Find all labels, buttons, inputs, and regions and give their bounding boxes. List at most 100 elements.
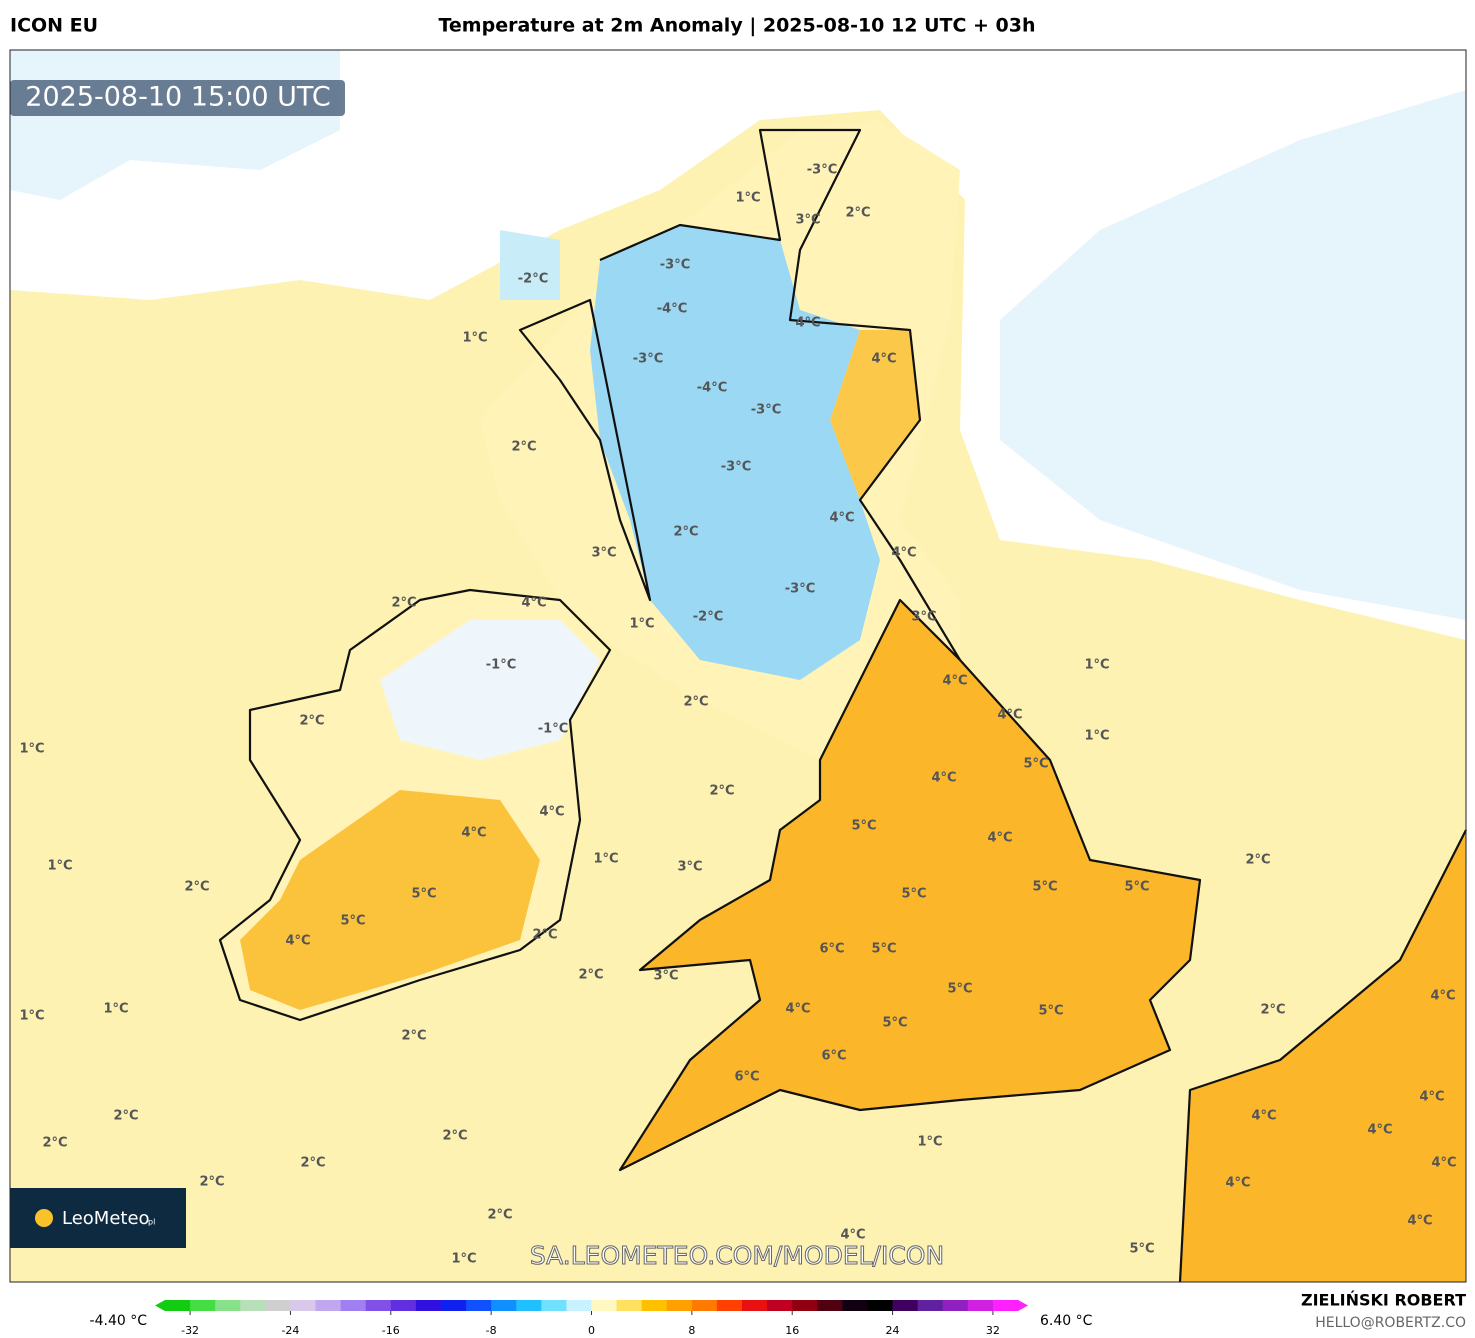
- anomaly-label: 5°C: [340, 914, 365, 929]
- colorbar-swatch: [867, 1300, 894, 1311]
- anomaly-label: 5°C: [851, 819, 876, 834]
- anomaly-label: 2°C: [442, 1129, 467, 1144]
- anomaly-label: 2°C: [1260, 1003, 1285, 1018]
- anomaly-label: 2°C: [487, 1208, 512, 1223]
- colorbar-swatch: [315, 1300, 342, 1311]
- anomaly-label: 5°C: [411, 887, 436, 902]
- colorbar-tick-label: -24: [281, 1324, 299, 1337]
- anomaly-label: -1°C: [486, 658, 516, 673]
- colorbar: -32 -24 -16 -8 0 8 16 24 32: [155, 1300, 1028, 1337]
- anomaly-label: 4°C: [931, 771, 956, 786]
- anomaly-label: 2°C: [299, 714, 324, 729]
- anomaly-label: -4°C: [697, 381, 727, 396]
- anomaly-label: 5°C: [1032, 880, 1057, 895]
- colorbar-swatch: [466, 1300, 492, 1311]
- anomaly-label: 1°C: [917, 1135, 942, 1150]
- colorbar-swatch: [390, 1300, 417, 1311]
- anomaly-label: 3°C: [591, 546, 616, 561]
- anomaly-label: 2°C: [113, 1109, 138, 1124]
- colorbar-swatch: [440, 1300, 467, 1311]
- colorbar-swatch: [215, 1300, 241, 1311]
- anomaly-label: 2°C: [391, 596, 416, 611]
- colorbar-swatch: [666, 1300, 693, 1311]
- colorbar-tick-label: -8: [486, 1324, 497, 1337]
- anomaly-label: 1°C: [19, 742, 44, 757]
- anomaly-labels: 1°C -3°C 3°C 2°C -2°C -3°C -4°C 4°C 1°C -3°C 4°C -4…: [19, 163, 1456, 1267]
- colorbar-tick-label: 32: [986, 1324, 1000, 1337]
- anomaly-label: 1°C: [1084, 729, 1109, 744]
- colorbar-swatch: [415, 1300, 442, 1311]
- logo-suffix: pl: [148, 1218, 155, 1227]
- anomaly-label: 1°C: [462, 331, 487, 346]
- colorbar-swatch: [967, 1300, 994, 1311]
- anomaly-label: 2°C: [199, 1175, 224, 1190]
- colorbar-swatch: [691, 1300, 718, 1311]
- coastline: [518, 128, 961, 661]
- anomaly-label: 4°C: [871, 352, 896, 367]
- anomaly-label: 4°C: [840, 1228, 865, 1243]
- anomaly-label: 2°C: [1245, 853, 1270, 868]
- colorbar-swatch: [516, 1300, 542, 1311]
- anomaly-label: 5°C: [1129, 1242, 1154, 1257]
- anomaly-label: 4°C: [1251, 1109, 1276, 1124]
- anomaly-label: 2°C: [709, 784, 734, 799]
- colorbar-swatch: [917, 1300, 944, 1311]
- anomaly-label: 4°C: [1430, 989, 1455, 1004]
- map: 1°C -3°C 3°C 2°C -2°C -3°C -4°C 4°C 1°C -3°C 4°C -4…: [9, 49, 1467, 1283]
- logo-text: LeoMeteo: [62, 1208, 150, 1229]
- colorbar-swatch: [892, 1300, 919, 1311]
- anomaly-label: -3°C: [785, 582, 815, 597]
- anomaly-label: 1°C: [103, 1002, 128, 1017]
- anomaly-label: 4°C: [521, 596, 546, 611]
- anomaly-label: 4°C: [1419, 1090, 1444, 1105]
- anomaly-label: 5°C: [1124, 880, 1149, 895]
- colorbar-min: -4.40 °C: [90, 1313, 148, 1329]
- france-warm: [1180, 830, 1466, 1282]
- anomaly-label: 5°C: [901, 887, 926, 902]
- anomaly-label: -3°C: [751, 403, 781, 418]
- email: HELLO@ROBERTZ.CO: [1315, 1315, 1466, 1331]
- colorbar-swatch: [190, 1300, 216, 1311]
- colorbar-swatch: [340, 1300, 367, 1311]
- model-name: ICON EU: [10, 15, 98, 37]
- colorbar-swatch: [365, 1300, 392, 1311]
- colorbar-swatch: [792, 1300, 818, 1311]
- logo-sun: [35, 1209, 53, 1227]
- anomaly-label: 4°C: [795, 316, 820, 331]
- colorbar-swatch: [265, 1300, 291, 1311]
- colorbar-swatch: [290, 1300, 317, 1311]
- anomaly-label: 2°C: [511, 440, 536, 455]
- colorbar-swatch: [566, 1300, 592, 1311]
- anomaly-label: 1°C: [629, 617, 654, 632]
- anomaly-label: 5°C: [947, 982, 972, 997]
- north-sea-anomaly: [1000, 90, 1466, 620]
- anomaly-label: 1°C: [735, 191, 760, 206]
- anomaly-label: 6°C: [821, 1049, 846, 1064]
- colorbar-swatch: [992, 1300, 1019, 1311]
- colorbar-max: 6.40 °C: [1040, 1313, 1093, 1329]
- coastline: [218, 588, 612, 1022]
- anomaly-label: 4°C: [285, 934, 310, 949]
- england-warm: [620, 600, 1200, 1170]
- anomaly-label: 2°C: [42, 1136, 67, 1151]
- map-frame: [9, 49, 1467, 1283]
- anomaly-label: 4°C: [461, 826, 486, 841]
- anomaly-label: 3°C: [911, 610, 936, 625]
- anomaly-label: 5°C: [871, 942, 896, 957]
- scotland-cold: [590, 225, 880, 680]
- anomaly-label: 2°C: [300, 1156, 325, 1171]
- anomaly-label: 2°C: [845, 206, 870, 221]
- anomaly-label: 2°C: [683, 695, 708, 710]
- ulster-cold: [380, 620, 600, 760]
- anomaly-label: 2°C: [184, 880, 209, 895]
- colorbar-arrow: [1018, 1300, 1028, 1311]
- timestamp-box: [10, 80, 345, 116]
- anomaly-label: -3°C: [721, 460, 751, 475]
- anomaly-label: -3°C: [660, 258, 690, 273]
- colorbar-tick-label: 8: [688, 1324, 695, 1337]
- anomaly-label: 1°C: [593, 852, 618, 867]
- east-scotland-warm: [830, 330, 920, 500]
- anomaly-label: 5°C: [882, 1016, 907, 1031]
- anomaly-label: -2°C: [518, 272, 548, 287]
